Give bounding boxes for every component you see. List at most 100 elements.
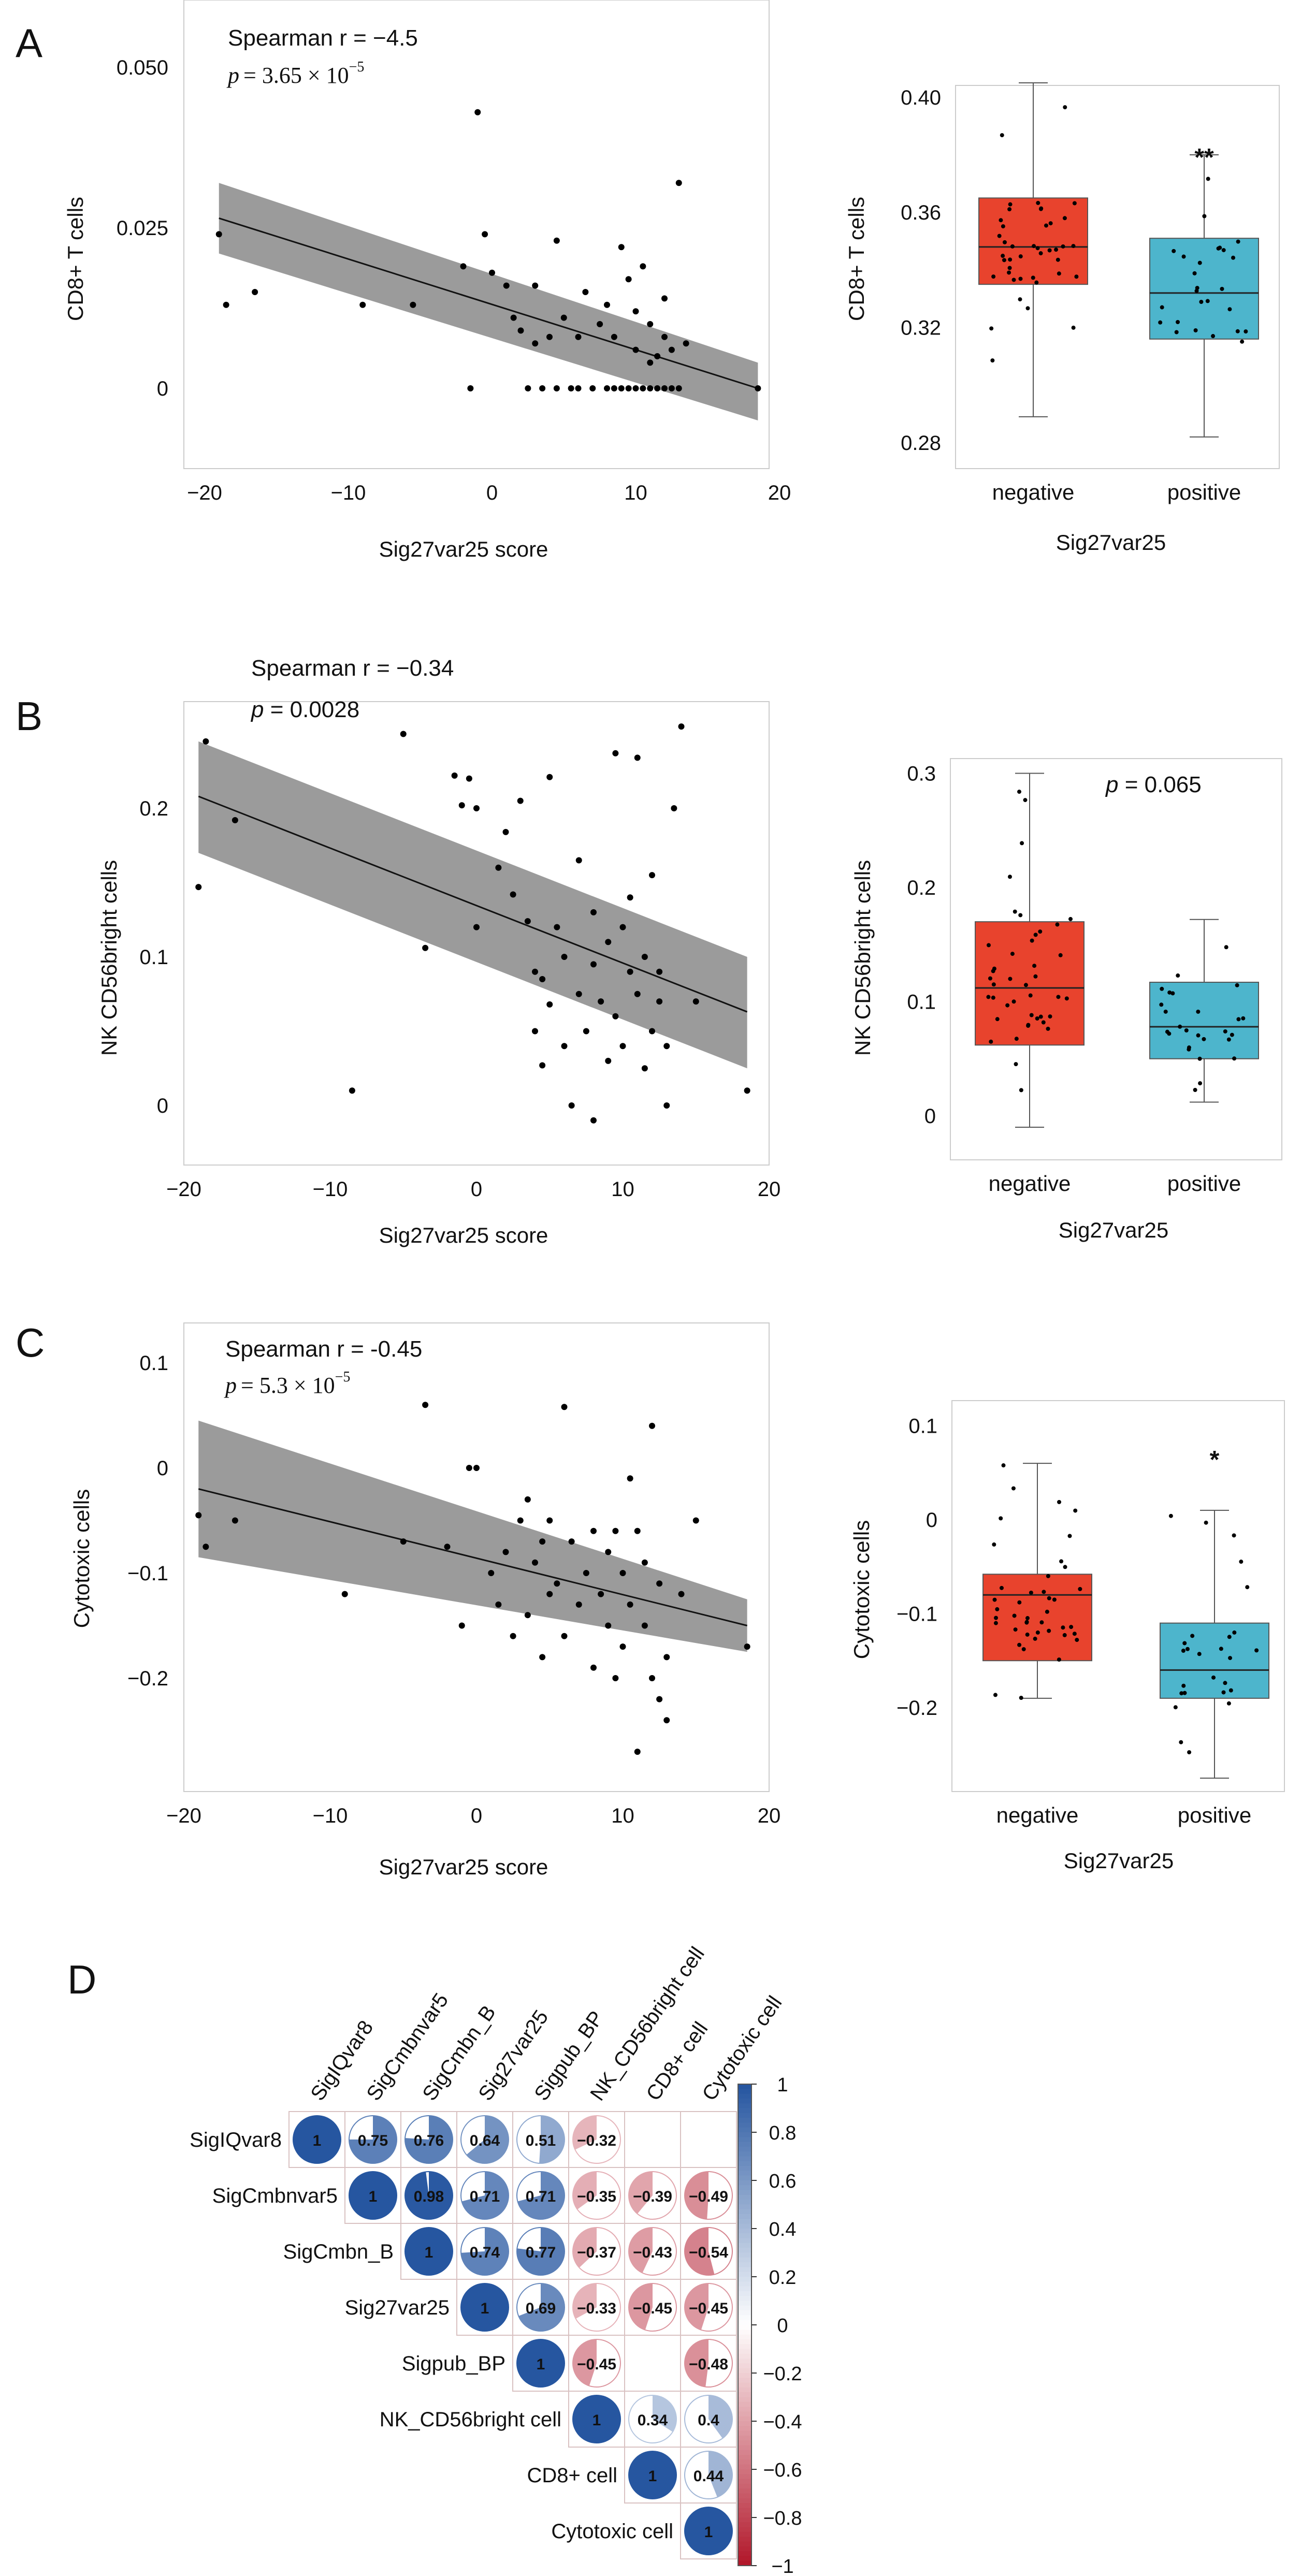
colorbar-segment bbox=[738, 2459, 751, 2465]
panel-a-jitter-point bbox=[1244, 329, 1248, 334]
panel-c-jitter-point bbox=[1047, 1596, 1051, 1600]
panel-a-box-y-tick-label: 0.36 bbox=[901, 201, 941, 224]
correlogram-value-label: 0.74 bbox=[470, 2244, 500, 2261]
correlogram-value-label: −0.35 bbox=[577, 2188, 616, 2205]
panel-a-jitter-point bbox=[1197, 260, 1202, 265]
colorbar-segment bbox=[738, 2281, 751, 2287]
correlogram-pie-slice bbox=[573, 2172, 597, 2210]
panel-b-spearman: Spearman r = −0.34 bbox=[251, 656, 454, 681]
colorbar-segment bbox=[738, 2267, 751, 2273]
panel-a-jitter-point bbox=[1038, 251, 1043, 256]
panel-c-jitter-point bbox=[1182, 1641, 1187, 1646]
panel-c-data-point bbox=[422, 1402, 429, 1408]
colorbar-segment bbox=[738, 2262, 751, 2268]
panel-c-data-point bbox=[590, 1527, 597, 1534]
correlogram-row-label: Sig27var25 bbox=[345, 2296, 450, 2319]
colorbar-segment bbox=[738, 2200, 751, 2205]
panel-b-x-tick-label: 20 bbox=[758, 1178, 781, 1201]
correlogram-value-label: 0.51 bbox=[526, 2132, 556, 2149]
panel-a-data-point bbox=[575, 385, 582, 391]
panel-c-confidence-band bbox=[198, 1420, 747, 1652]
panel-b-jitter-point bbox=[1028, 993, 1033, 998]
colorbar-segment bbox=[738, 2166, 751, 2172]
panel-c-jitter-point bbox=[1239, 1560, 1244, 1564]
colorbar-segment bbox=[738, 2407, 751, 2412]
colorbar-segment bbox=[738, 2479, 751, 2484]
panel-a-data-point bbox=[474, 109, 481, 115]
panel-c-jitter-point bbox=[1075, 1638, 1079, 1642]
correlogram-row-label: CD8+ cell bbox=[527, 2464, 617, 2487]
correlogram-grid-cell bbox=[680, 2111, 737, 2168]
panel-a-data-point bbox=[510, 314, 517, 321]
panel-b-data-point bbox=[649, 872, 655, 879]
panel-b-data-point bbox=[517, 797, 524, 804]
panel-b-x-tick-label: 10 bbox=[611, 1178, 634, 1201]
panel-c-data-point bbox=[744, 1643, 750, 1650]
panel-a-box-negative bbox=[978, 197, 1088, 285]
panel-a-jitter-point bbox=[1032, 244, 1036, 249]
correlogram-pie-slice bbox=[349, 2116, 397, 2163]
panel-c-data-point bbox=[517, 1517, 524, 1524]
colorbar-segment bbox=[738, 2209, 751, 2215]
panel-b-p-italic: p bbox=[250, 697, 264, 722]
panel-c-jitter-point bbox=[1182, 1691, 1187, 1695]
panel-a-jitter-point bbox=[1235, 329, 1240, 333]
panel-c-jitter-point bbox=[1057, 1500, 1062, 1504]
panel-b-jitter-point bbox=[1033, 974, 1038, 979]
panel-b-p-value: p = 0.0028 bbox=[250, 697, 359, 722]
colorbar-segment bbox=[738, 2238, 751, 2244]
panel-a-jitter-point bbox=[1010, 244, 1015, 249]
panel-c-jitter-point bbox=[1017, 1642, 1022, 1647]
panel-b-data-point bbox=[554, 924, 560, 930]
panel-c-jitter-point bbox=[1232, 1630, 1237, 1635]
correlogram-value-label: 0.76 bbox=[414, 2132, 444, 2149]
panel-a-data-point bbox=[568, 385, 574, 391]
colorbar-segment bbox=[738, 2315, 751, 2321]
panel-a-data-point bbox=[539, 385, 546, 391]
panel-a-box-xlabel: Sig27var25 bbox=[1056, 530, 1166, 555]
panel-a-jitter-point bbox=[1193, 328, 1198, 332]
panel-b-jitter-point bbox=[988, 976, 992, 981]
panel-b-regression-line bbox=[198, 795, 748, 1013]
panel-c-y-tick-label: 0.1 bbox=[139, 1352, 168, 1375]
panel-a-data-point bbox=[604, 385, 610, 391]
panel-a-y-tick-label: 0.050 bbox=[117, 56, 168, 79]
panel-b-data-point bbox=[349, 1087, 355, 1094]
panel-c-data-point bbox=[458, 1622, 465, 1629]
panel-c-jitter-point bbox=[1072, 1632, 1077, 1636]
panel-c-jitter-point bbox=[1190, 1634, 1195, 1638]
correlogram-value-label: −0.49 bbox=[689, 2188, 728, 2205]
panel-letter-d: D bbox=[67, 1957, 96, 2002]
colorbar-segment bbox=[738, 2498, 751, 2504]
correlogram-pie-slice bbox=[539, 2116, 565, 2163]
colorbar-tick-label: −0.4 bbox=[763, 2411, 802, 2433]
panel-c-data-point bbox=[649, 1422, 655, 1429]
panel-c-jitter-point bbox=[1001, 1463, 1006, 1468]
panel-b-jitter-point bbox=[1224, 945, 1228, 950]
panel-c-jitter-point bbox=[999, 1516, 1003, 1521]
panel-c-jitter-point bbox=[993, 1621, 998, 1625]
panel-c-jitter-point bbox=[1012, 1613, 1017, 1618]
panel-b-data-point bbox=[568, 1102, 575, 1109]
panel-c-scatter-frame bbox=[183, 1322, 770, 1792]
panel-b-jitter-point bbox=[1023, 983, 1028, 987]
panel-b-data-point bbox=[532, 968, 538, 975]
panel-a-jitter-point bbox=[1008, 202, 1013, 207]
panel-c-regression-line bbox=[198, 1488, 747, 1626]
panel-c-boxplot: negative positive −0.2 −0.1 0 0.1 * Cytotoxic … bbox=[849, 1400, 1285, 1873]
panel-b-jitter-point bbox=[1041, 1020, 1046, 1025]
correlogram-value-label: −0.48 bbox=[689, 2356, 728, 2373]
panel-b-scatter-frame bbox=[183, 701, 770, 1166]
panel-c-x-tick-label: −10 bbox=[313, 1804, 348, 1827]
panel-a-y-tick-label: 0 bbox=[157, 377, 168, 400]
colorbar-segment bbox=[738, 2387, 751, 2393]
panel-b-box-annotation: p = 0.065 bbox=[1105, 772, 1202, 797]
panel-a-jitter-point bbox=[1074, 274, 1079, 279]
panel-b-data-point bbox=[663, 1102, 670, 1109]
correlogram-pie-slice bbox=[518, 2283, 565, 2331]
panel-b-jitter-point bbox=[1013, 909, 1017, 914]
panel-b-jitter-point bbox=[1038, 929, 1043, 934]
panel-c-x-tick-label: 10 bbox=[611, 1804, 634, 1827]
colorbar-segment bbox=[738, 2560, 751, 2566]
panel-c-jitter-point bbox=[1254, 1648, 1259, 1653]
